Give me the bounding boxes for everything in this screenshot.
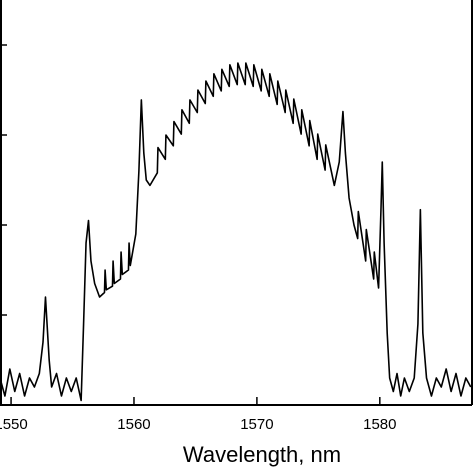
x-tick-label: 1560 bbox=[117, 416, 150, 433]
x-tick-label: 1550 bbox=[0, 416, 28, 433]
x-tick-label: 1570 bbox=[240, 416, 273, 433]
spectrum-line bbox=[0, 62, 472, 402]
x-tick-label: 1580 bbox=[363, 416, 396, 433]
x-axis-label: Wavelength, nm bbox=[183, 442, 341, 467]
